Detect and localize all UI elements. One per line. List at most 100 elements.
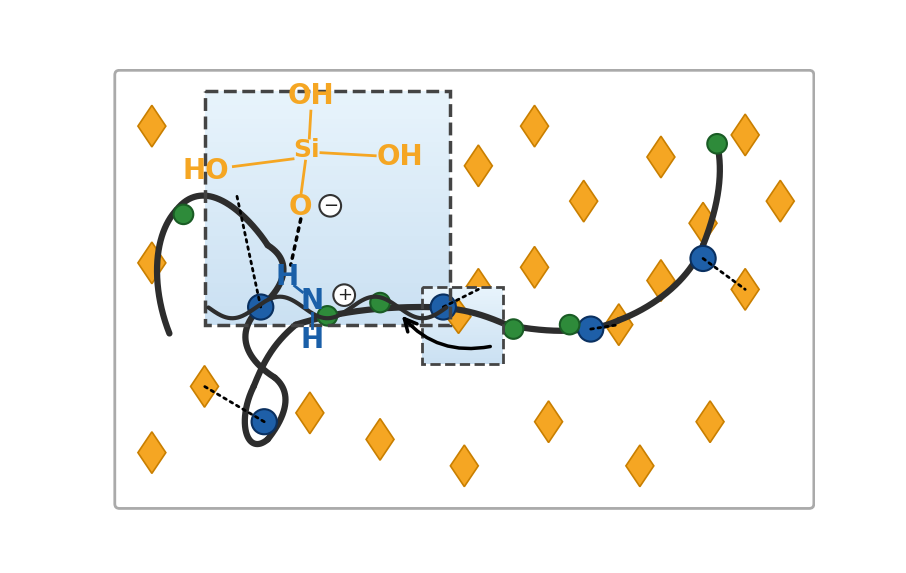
Polygon shape [647, 260, 675, 301]
Polygon shape [138, 432, 166, 473]
Bar [205, 250, 450, 254]
Bar [422, 333, 503, 335]
Bar [422, 355, 503, 356]
FancyBboxPatch shape [115, 70, 814, 508]
Bar [422, 336, 503, 338]
Text: +: + [337, 286, 352, 304]
Polygon shape [296, 392, 323, 434]
Circle shape [318, 306, 337, 325]
Bar [422, 360, 503, 362]
Bar [422, 324, 503, 326]
Polygon shape [521, 246, 548, 288]
Bar [205, 269, 450, 273]
Bar [205, 259, 450, 264]
Bar [422, 291, 503, 292]
Bar [422, 303, 503, 304]
Bar [422, 331, 503, 332]
Text: OH: OH [377, 143, 423, 171]
Bar [205, 236, 450, 241]
Bar [422, 351, 503, 352]
Bar [205, 91, 450, 96]
Bar [205, 170, 450, 175]
Bar [422, 307, 503, 309]
Bar [205, 124, 450, 128]
Bar [205, 222, 450, 226]
Bar [422, 349, 503, 351]
Bar [422, 326, 503, 327]
Bar [205, 292, 450, 297]
Bar [205, 175, 450, 180]
Bar [422, 312, 503, 313]
Polygon shape [689, 202, 717, 244]
Bar [422, 329, 503, 331]
Polygon shape [521, 105, 548, 147]
Bar [422, 356, 503, 358]
Bar [205, 166, 450, 170]
Circle shape [504, 319, 524, 339]
Bar [422, 301, 503, 303]
Polygon shape [696, 401, 724, 442]
Bar [422, 289, 503, 291]
Bar [205, 287, 450, 292]
Bar [422, 343, 503, 344]
Bar [205, 297, 450, 301]
Circle shape [690, 246, 716, 271]
Polygon shape [731, 269, 759, 310]
Bar [205, 241, 450, 245]
Bar [422, 305, 503, 307]
Polygon shape [647, 136, 675, 178]
Bar [205, 133, 450, 138]
Bar [205, 128, 450, 133]
Polygon shape [766, 180, 795, 222]
Polygon shape [465, 269, 492, 310]
Bar [422, 362, 503, 363]
Bar [205, 320, 450, 325]
Circle shape [320, 195, 341, 217]
Bar [205, 138, 450, 142]
Circle shape [252, 409, 277, 434]
Text: −: − [323, 197, 338, 215]
Text: H: H [275, 262, 298, 291]
Bar [422, 320, 503, 321]
Bar [205, 311, 450, 315]
Bar [205, 254, 450, 259]
Polygon shape [450, 445, 478, 486]
Bar [422, 363, 503, 364]
Bar [422, 358, 503, 360]
Bar [205, 156, 450, 161]
Bar [422, 298, 503, 300]
Bar [422, 354, 503, 355]
Bar [422, 311, 503, 312]
Bar [205, 147, 450, 152]
Bar [205, 180, 450, 185]
Bar [422, 287, 503, 364]
Bar [422, 341, 503, 343]
Polygon shape [535, 401, 563, 442]
Bar [422, 309, 503, 311]
Circle shape [708, 134, 727, 154]
Bar [205, 198, 450, 203]
Polygon shape [222, 171, 250, 213]
Bar [205, 96, 450, 100]
Bar [205, 91, 450, 325]
Text: HO: HO [183, 157, 229, 185]
Bar [205, 306, 450, 311]
Polygon shape [446, 300, 471, 333]
Bar [422, 318, 503, 320]
Bar [205, 245, 450, 250]
Bar [205, 301, 450, 306]
Bar [205, 217, 450, 222]
Bar [205, 109, 450, 114]
Polygon shape [570, 180, 598, 222]
Polygon shape [190, 366, 218, 407]
Bar [422, 347, 503, 349]
Polygon shape [626, 445, 654, 486]
Bar [205, 213, 450, 217]
Bar [205, 119, 450, 124]
Bar [422, 292, 503, 293]
Bar [205, 100, 450, 105]
Bar [205, 142, 450, 147]
Circle shape [560, 315, 580, 335]
Circle shape [578, 316, 603, 342]
Bar [422, 327, 503, 329]
